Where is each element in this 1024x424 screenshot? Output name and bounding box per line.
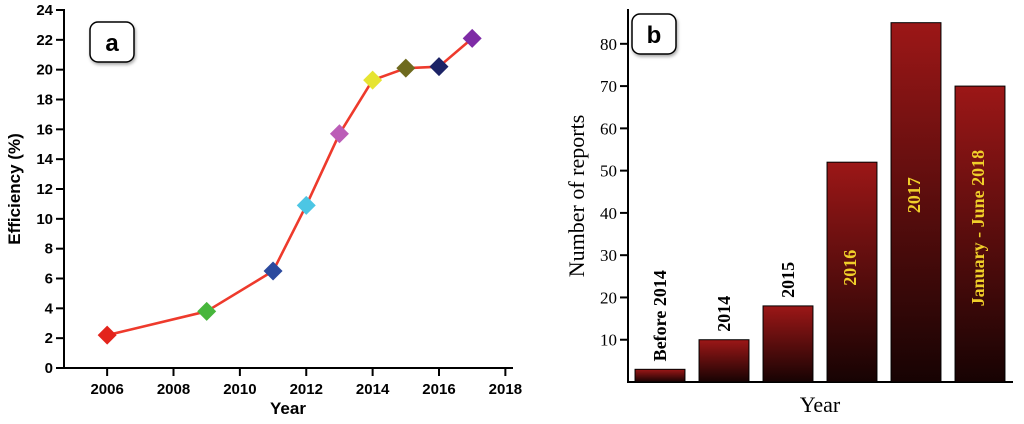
x-tick-label: 2012 xyxy=(290,381,323,398)
reports-bar-chart: 10 20 30 40 50 60 70 80 Before 2014 2014 2015 2016 2… xyxy=(564,9,1013,417)
data-point-diamond xyxy=(296,195,316,215)
y-tick-label: 60 xyxy=(600,119,617,138)
bar-label: 2014 xyxy=(714,296,734,332)
bar xyxy=(826,161,878,383)
panel-label-a-box: a xyxy=(89,21,135,63)
bar xyxy=(634,368,686,383)
x-tick-label: 2018 xyxy=(489,381,522,398)
x-axis-title: Year xyxy=(270,399,306,418)
x-tick-label: 2010 xyxy=(223,381,256,398)
y-tick-label: 10 xyxy=(36,211,53,228)
y-tick-label: 4 xyxy=(45,300,54,317)
x-tick-label: 2008 xyxy=(157,381,190,398)
y-tick-label: 2 xyxy=(45,330,53,347)
x-tick-label: 2016 xyxy=(422,381,455,398)
x-axis-title: Year xyxy=(800,392,841,417)
x-tick-label: 2006 xyxy=(90,381,123,398)
bar-label: 2015 xyxy=(778,262,798,298)
efficiency-line xyxy=(106,37,474,337)
data-point-diamond xyxy=(263,261,283,281)
y-tick-label: 0 xyxy=(45,360,53,377)
y-tick-label: 80 xyxy=(600,35,617,54)
y-tick-label: 50 xyxy=(600,162,617,181)
y-tick-label: 14 xyxy=(36,151,53,168)
y-tick-label: 6 xyxy=(45,271,53,288)
panel-label-b: b xyxy=(647,22,662,49)
bar-label: 2017 xyxy=(904,177,924,213)
data-point-diamond xyxy=(462,28,482,48)
panel-b-plot-area: 10 20 30 40 50 60 70 80 Before 2014 2014 2015 2016 2… xyxy=(564,9,1013,417)
y-tick-label: 30 xyxy=(600,246,617,265)
bar-label: 2016 xyxy=(840,250,860,286)
data-point-diamond xyxy=(329,124,349,144)
bar xyxy=(698,339,750,383)
data-point-diamond xyxy=(396,58,416,78)
data-point-diamond xyxy=(429,57,449,77)
y-axis-title: Number of reports xyxy=(564,115,589,278)
data-point-diamond xyxy=(197,301,217,321)
y-tick-label: 16 xyxy=(36,121,53,138)
y-tick-label: 18 xyxy=(36,92,53,109)
data-point-diamond xyxy=(97,325,117,345)
panel-label-b-box: b xyxy=(631,13,677,55)
y-axis-title: Efficiency (%) xyxy=(5,133,24,244)
y-tick-label: 24 xyxy=(36,2,53,19)
panel-label-a-frame xyxy=(89,21,135,63)
y-tick-label: 8 xyxy=(45,241,53,258)
bar-label: Before 2014 xyxy=(650,270,670,361)
y-tick-label: 12 xyxy=(36,181,53,198)
y-tick-label: 20 xyxy=(600,288,617,307)
y-tick-label: 10 xyxy=(600,331,617,350)
bar-label: January - June 2018 xyxy=(968,150,988,307)
y-tick-label: 70 xyxy=(600,77,617,96)
bar xyxy=(762,305,814,383)
y-tick-label: 20 xyxy=(36,62,53,79)
data-point-diamond xyxy=(363,70,383,90)
bar xyxy=(890,22,942,383)
y-tick-label: 40 xyxy=(600,204,617,223)
x-tick-label: 2014 xyxy=(356,381,390,398)
bar xyxy=(954,85,1006,383)
panel-label-a: a xyxy=(105,30,119,57)
y-tick-label: 22 xyxy=(36,32,53,49)
panel-label-b-frame xyxy=(631,13,677,55)
